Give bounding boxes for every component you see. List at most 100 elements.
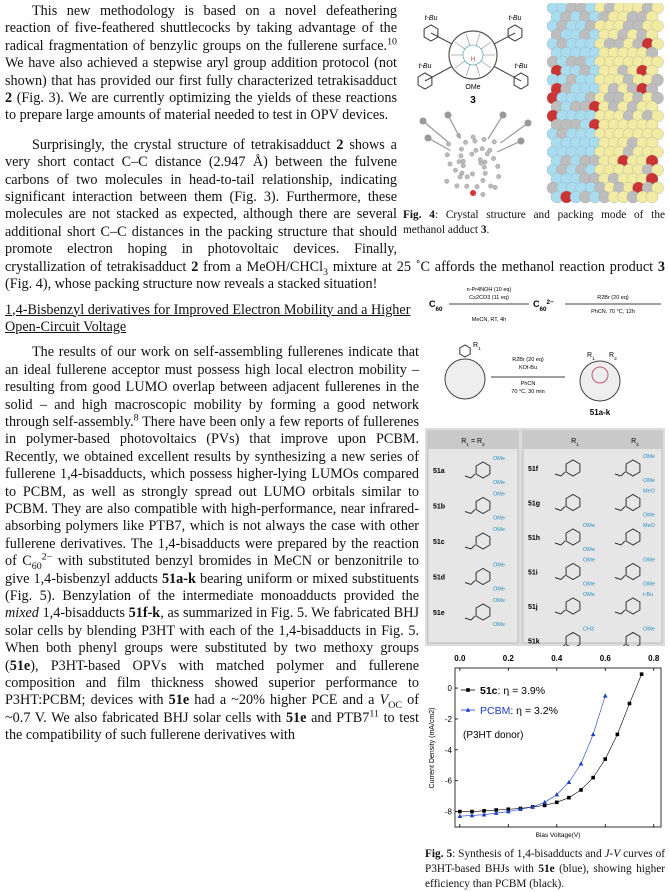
fullerene-core — [462, 44, 484, 66]
bond — [620, 575, 626, 581]
substituent-label: OMe — [643, 478, 655, 484]
y-tick-label: 0 — [448, 684, 453, 693]
text-run: (Fig. 3). We are currently optimizing th… — [5, 90, 397, 124]
fullerene-bond — [465, 33, 471, 46]
paragraph: This new methodology is based on a novel… — [5, 3, 665, 125]
bond — [464, 511, 472, 515]
bond — [614, 508, 622, 512]
panel — [522, 431, 663, 644]
text-run: . — [486, 224, 490, 237]
substituent-label: R1 — [473, 342, 481, 352]
column-header: R1 = R2 — [461, 438, 485, 448]
atom — [470, 171, 475, 177]
text-run: and PTB7 — [306, 709, 370, 726]
legend-marker — [466, 688, 470, 692]
text-run: 1,4-bisadducts — [38, 605, 129, 622]
bond — [614, 577, 622, 581]
bond — [422, 120, 449, 143]
atom — [454, 183, 460, 189]
atom — [459, 146, 464, 152]
atom — [460, 163, 466, 168]
bond — [470, 616, 476, 621]
text-run: curves of P3HT-based BHJs with — [425, 848, 665, 876]
legend-value: : η = 3.2% — [510, 705, 558, 717]
data-point — [627, 701, 632, 706]
atom — [487, 147, 493, 153]
text-run: 3 — [323, 266, 329, 278]
atom — [481, 137, 487, 142]
atom — [446, 141, 451, 147]
y-tick-label: -2 — [445, 715, 453, 724]
column-header: R2 — [631, 438, 639, 448]
series-line — [459, 673, 642, 812]
substituent-label: OMe — [583, 582, 595, 588]
figure-4: t-Bu t-Bu t-Bu t-Bu H OMe 3 Fig. 4: Crystal st… — [403, 1, 665, 247]
text-run: 3 — [657, 258, 665, 275]
header-band — [523, 431, 662, 450]
atom — [444, 152, 450, 158]
bond — [447, 114, 462, 140]
legend-marker — [465, 707, 471, 712]
atom — [473, 147, 479, 153]
benzene-ring — [565, 459, 581, 477]
compound-id: 51j — [528, 604, 538, 611]
text-run: 3 — [480, 224, 487, 237]
atom — [447, 161, 453, 167]
text-run: R — [473, 342, 478, 349]
bond — [560, 472, 566, 477]
text-run: shows a very short contact C–C distance … — [5, 136, 397, 275]
text-run: 1 — [466, 442, 469, 448]
group-label: t-Bu — [419, 63, 432, 70]
bond — [614, 542, 622, 546]
benzene-ring — [459, 344, 471, 358]
text-run: R — [571, 438, 576, 445]
bond — [470, 580, 476, 586]
bond — [464, 617, 472, 621]
text-run: 60 — [31, 561, 42, 573]
text-run: 51e — [285, 709, 307, 726]
atom — [482, 170, 488, 176]
condition: MeCN, RT, 4h — [472, 317, 506, 323]
benzene-ring — [475, 461, 491, 479]
fullerene-bond — [475, 64, 481, 77]
bond — [560, 541, 566, 546]
x-tick-label: 0.2 — [503, 654, 515, 663]
compound-id: 51c — [433, 539, 445, 546]
compound-id: 51d — [433, 575, 445, 582]
y-tick-label: -8 — [445, 807, 453, 816]
data-point — [542, 803, 547, 808]
text-run: 60 — [540, 306, 548, 313]
atom-label: H — [471, 57, 475, 63]
data-point — [554, 800, 559, 804]
substituent-label: OMe — [643, 454, 655, 460]
text-run: C — [429, 299, 436, 309]
bond — [427, 137, 451, 152]
paragraph: Surprisingly, the crystal structure of t… — [5, 137, 665, 294]
text-run: R — [461, 438, 466, 445]
text-run: We have also achieved a stepwise aryl gr… — [5, 55, 397, 89]
atom — [484, 151, 490, 157]
text-run: 10 — [387, 36, 397, 48]
data-point — [481, 812, 487, 817]
text-run: 51a-k — [161, 570, 196, 587]
compound-label: 3 — [470, 95, 476, 106]
fullerene — [444, 358, 486, 400]
data-point — [590, 731, 596, 736]
space-filling-atom — [651, 37, 664, 51]
text-run: 2 — [482, 442, 485, 448]
bond — [554, 577, 562, 581]
atom — [482, 159, 488, 165]
legend-entry: 51c: η = 3.9% — [480, 685, 545, 697]
substituent-label: OMe — [583, 523, 595, 529]
fullerene-bond — [480, 60, 491, 69]
atom — [444, 111, 452, 119]
legend-entry: PCBM: η = 3.2% — [480, 705, 558, 717]
text-run: had a ~20% higher PCE and a — [189, 692, 380, 709]
intermediate: C602− — [533, 299, 554, 313]
bond — [464, 475, 472, 479]
bond — [614, 473, 622, 477]
text-run: 51e — [168, 692, 190, 709]
text-run: (Fig. 4), whose packing structure now re… — [5, 276, 378, 293]
text-run: 51f-k — [128, 605, 161, 622]
space-filling-atom — [645, 190, 659, 204]
